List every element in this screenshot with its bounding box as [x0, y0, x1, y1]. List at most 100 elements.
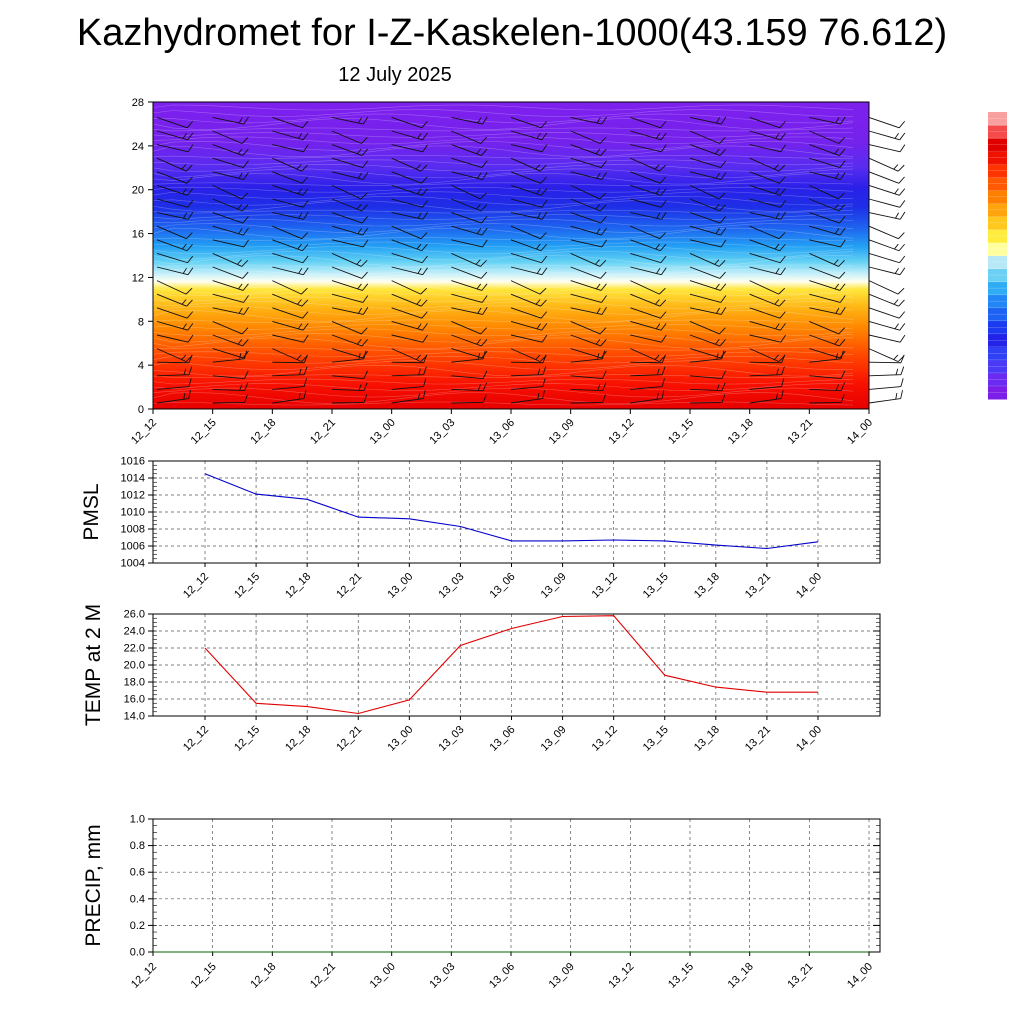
- barb-shaft: [331, 334, 363, 347]
- barb-flag: [185, 287, 193, 295]
- barb-flag: [237, 259, 242, 265]
- y-tick-label: 16.0: [124, 694, 145, 706]
- barb-flag: [297, 323, 303, 330]
- x-tick-label: 12_18: [283, 571, 313, 601]
- barb-flag: [476, 204, 481, 210]
- wind-barb: [451, 320, 488, 335]
- barb-shaft: [212, 171, 244, 180]
- wind-barb: [868, 171, 905, 184]
- barb-flag: [422, 267, 428, 275]
- wind-barb: [272, 157, 308, 172]
- x-tick-label: 12_12: [129, 961, 159, 991]
- wind-barb: [749, 116, 786, 129]
- barb-shaft: [689, 280, 721, 291]
- barb-flag: [595, 204, 601, 210]
- x-tick-label: 13_15: [641, 724, 671, 754]
- barb-flag: [476, 148, 481, 155]
- wind-barb: [630, 116, 667, 129]
- contour-line: [152, 401, 854, 406]
- barb-shaft: [272, 386, 305, 390]
- barb-flag: [834, 204, 839, 210]
- contour-line: [152, 118, 854, 130]
- barb-shaft: [570, 401, 603, 404]
- barb-shaft: [391, 334, 423, 343]
- barb-shaft: [510, 157, 541, 172]
- barb-flag: [535, 299, 541, 305]
- wind-barb: [749, 157, 786, 172]
- barb-flag: [600, 160, 607, 168]
- barb-flag: [893, 354, 899, 360]
- contour-line: [152, 264, 854, 269]
- barb-shaft: [391, 157, 422, 172]
- barb-flag: [303, 267, 309, 275]
- barb-flag: [719, 204, 726, 212]
- barb-flag: [659, 287, 666, 295]
- barb-flag: [900, 366, 905, 375]
- wind-barb: [868, 378, 904, 390]
- barb-flag: [239, 384, 243, 391]
- contour-line: [152, 337, 854, 349]
- wind-barb: [331, 348, 369, 359]
- barb-flag: [661, 211, 667, 220]
- wind-barb: [868, 293, 905, 307]
- barb-shaft: [570, 171, 602, 180]
- barb-flag: [243, 172, 249, 180]
- barb-flag: [361, 148, 368, 156]
- wind-barb: [570, 116, 607, 125]
- contour-line: [153, 346, 854, 351]
- wind-barb: [749, 378, 785, 390]
- barb-flag: [601, 172, 607, 180]
- barb-shaft: [510, 144, 543, 153]
- wind-barb: [630, 198, 667, 208]
- barb-flag: [482, 116, 488, 125]
- barb-flag: [357, 283, 362, 290]
- barb-flag: [600, 204, 607, 212]
- barb-shaft: [689, 375, 722, 380]
- barb-shaft: [570, 266, 601, 279]
- wind-barb: [570, 266, 607, 279]
- barb-shaft: [689, 171, 722, 180]
- colorbar-swatch: [988, 177, 1007, 191]
- wind-barb: [331, 394, 368, 404]
- barb-flag: [416, 164, 421, 170]
- barb-shaft: [868, 144, 901, 153]
- wind-barb: [212, 239, 249, 248]
- wind-barb: [868, 390, 903, 404]
- barb-flag: [421, 311, 428, 319]
- x-tick-label: 13_21: [743, 571, 773, 601]
- wind-barb: [331, 171, 369, 180]
- barb-shaft: [272, 252, 304, 264]
- barb-flag: [602, 394, 606, 403]
- barb-shaft: [156, 252, 188, 264]
- wind-barb: [156, 171, 193, 184]
- barb-shaft: [868, 266, 901, 276]
- barb-shaft: [331, 225, 363, 236]
- wind-barb: [156, 293, 193, 307]
- barb-flag: [421, 188, 428, 196]
- wind-barb: [749, 293, 786, 307]
- wind-barb: [868, 334, 906, 343]
- x-tick-label: 12_21: [334, 724, 364, 754]
- barb-flag: [358, 117, 363, 124]
- wind-barb: [156, 130, 194, 141]
- wind-barb: [272, 307, 309, 319]
- barb-shaft: [331, 171, 364, 180]
- barb-flag: [187, 334, 194, 343]
- barb-flag: [238, 307, 243, 314]
- barb-flag: [595, 283, 601, 290]
- barb-flag: [840, 172, 846, 180]
- barb-shaft: [749, 348, 780, 363]
- barb-flag: [421, 299, 428, 307]
- wind-barb: [156, 157, 193, 172]
- x-tick-label: 14_00: [794, 571, 824, 601]
- barb-shaft: [809, 334, 840, 347]
- y-tick-label: 24: [132, 141, 144, 153]
- barb-shaft: [156, 307, 188, 319]
- contour-line: [152, 159, 854, 166]
- wind-barb: [630, 184, 667, 196]
- barb-flag: [302, 311, 309, 319]
- barb-shaft: [868, 320, 900, 331]
- barb-flag: [298, 267, 303, 274]
- y-tick-label: 1016: [121, 456, 145, 468]
- barb-flag: [244, 370, 249, 379]
